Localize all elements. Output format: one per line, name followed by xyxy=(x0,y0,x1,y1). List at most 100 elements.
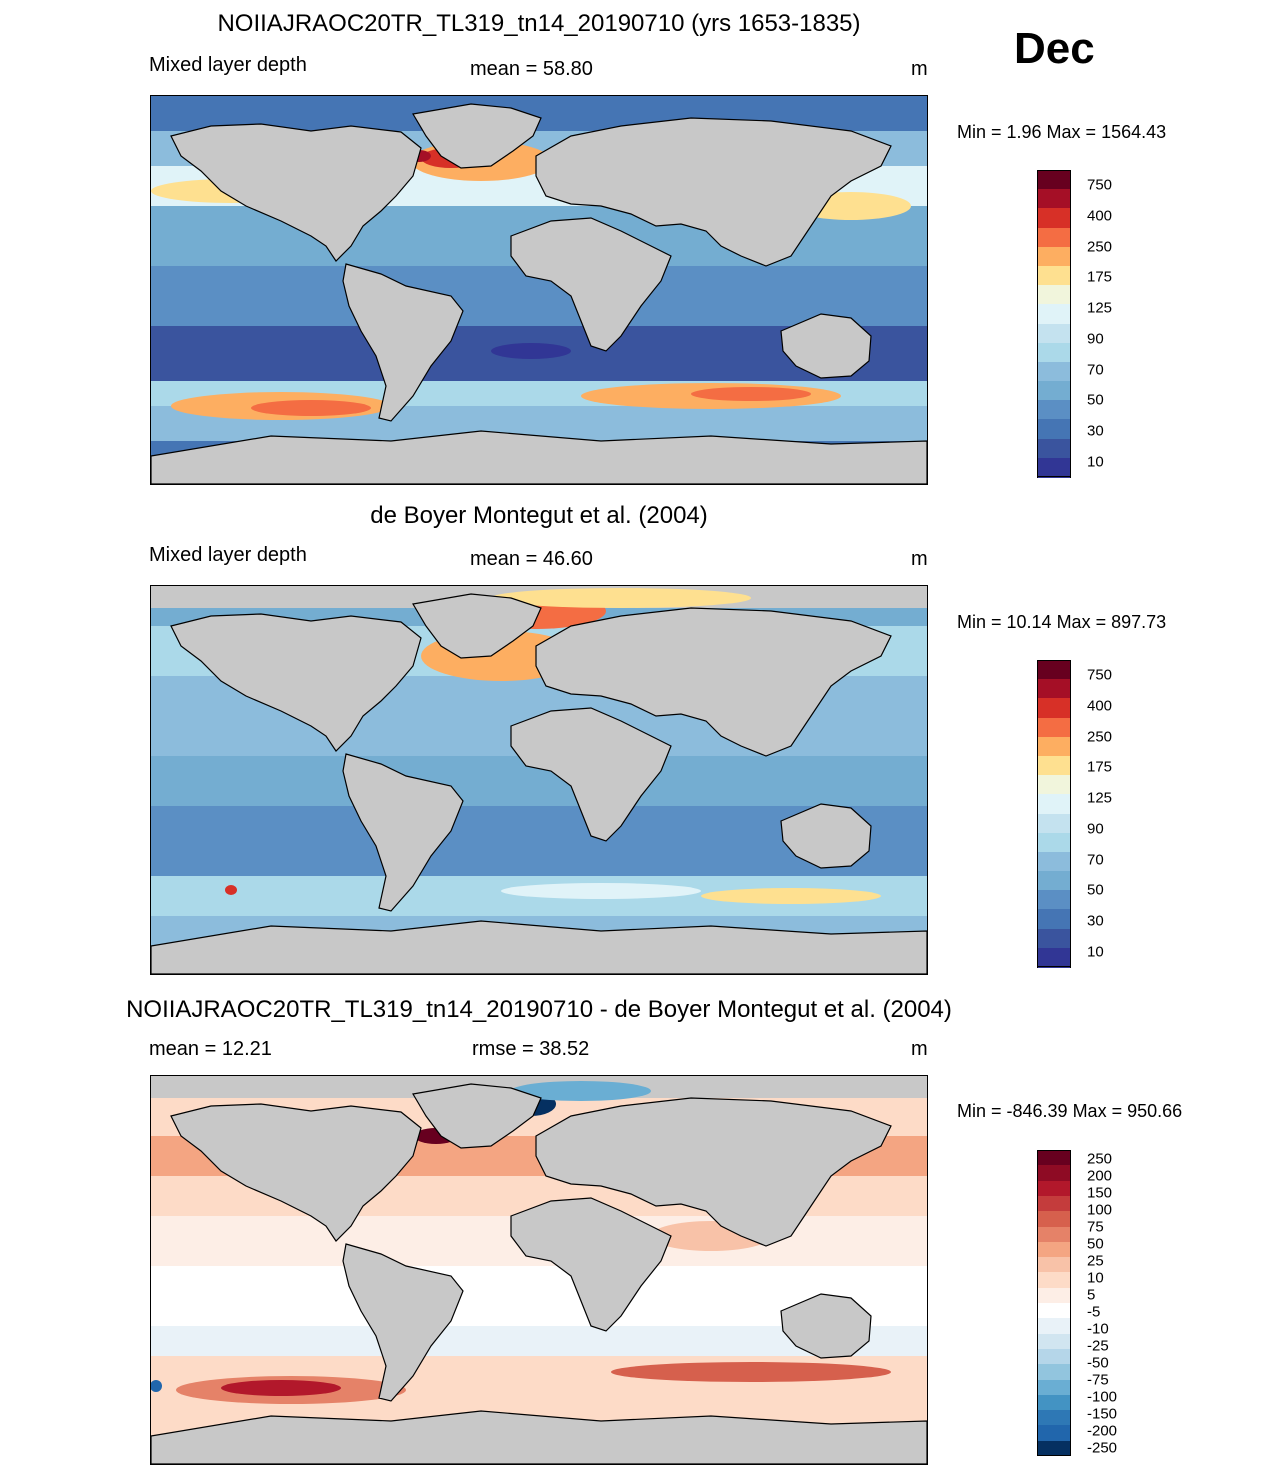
colorbar-tick-label: 90 xyxy=(1087,330,1104,348)
colorbar-swatch xyxy=(1037,928,1071,949)
colorbar-swatch xyxy=(1037,1226,1071,1243)
colorbar-tick-label: 5 xyxy=(1087,1286,1096,1303)
colorbar-tick-label: 400 xyxy=(1087,207,1113,225)
panel-3-minmax: Min = -846.39 Max = 950.66 xyxy=(957,1101,1183,1121)
colorbar-tick-label: 10 xyxy=(1087,1269,1104,1286)
panel-2-minmax: Min = 10.14 Max = 897.73 xyxy=(957,612,1167,632)
colorbar-tick-label: -100 xyxy=(1087,1388,1118,1405)
colorbar-tick-label: 250 xyxy=(1087,728,1113,746)
colorbar-tick-label: 200 xyxy=(1087,1167,1113,1184)
colorbar-swatch xyxy=(1037,246,1071,267)
colorbar-swatch xyxy=(1037,1425,1071,1442)
colorbar-tick-label: 150 xyxy=(1087,1184,1113,1201)
panel-2-left-label: Mixed layer depth xyxy=(149,544,307,566)
colorbar-swatch xyxy=(1037,1333,1071,1350)
panel-3-colorbar: 250 200 150 100 75 50 25 10 5 -5 -10 -25 -50 -75 -100-… xyxy=(1037,1150,1157,1457)
colorbar-swatch xyxy=(1037,1410,1071,1426)
panel-2-map xyxy=(150,585,928,975)
panel-1-colorbar: 750 400 250 175 125 90 70 50 30 10 xyxy=(1037,170,1157,478)
panel-3-title: NOIIAJRAOC20TR_TL319_tn14_20190710 - de … xyxy=(126,996,952,1023)
colorbar-swatch xyxy=(1037,304,1071,324)
colorbar-swatch xyxy=(1037,679,1071,699)
colorbar-tick-label: 70 xyxy=(1087,361,1104,379)
month-label: Dec xyxy=(1014,24,1095,73)
colorbar-swatch xyxy=(1037,438,1071,459)
colorbar-tick-label: 10 xyxy=(1087,453,1104,471)
colorbar-swatch xyxy=(1037,1257,1071,1273)
colorbar-swatch xyxy=(1037,909,1071,930)
colorbar-swatch xyxy=(1037,265,1071,286)
colorbar-tick-label: 750 xyxy=(1087,666,1113,684)
panel-1-map xyxy=(150,95,928,485)
colorbar-tick-label: -10 xyxy=(1087,1320,1109,1337)
colorbar-tick-label: 75 xyxy=(1087,1218,1104,1235)
colorbar-swatch xyxy=(1037,717,1071,738)
colorbar-swatch xyxy=(1037,419,1071,440)
colorbar-tick-label: 50 xyxy=(1087,391,1104,409)
colorbar-swatch xyxy=(1037,871,1071,891)
colorbar-tick-label: 30 xyxy=(1087,912,1104,930)
colorbar-swatch xyxy=(1037,660,1071,680)
colorbar-tick-label: 125 xyxy=(1087,299,1113,317)
colorbar-swatch xyxy=(1037,890,1071,910)
panel-2-units: m xyxy=(911,548,928,570)
colorbar-swatch xyxy=(1037,1394,1071,1411)
colorbar-tick-label: 25 xyxy=(1087,1252,1104,1269)
colorbar-swatch xyxy=(1037,851,1071,872)
colorbar-tick-label: -50 xyxy=(1087,1354,1109,1371)
colorbar-swatch xyxy=(1037,1318,1071,1335)
colorbar-swatch xyxy=(1037,457,1071,478)
panel-2-mean-label: mean = 46.60 xyxy=(470,548,593,570)
colorbar-swatch xyxy=(1037,1195,1071,1212)
colorbar-tick-label: -200 xyxy=(1087,1422,1118,1439)
colorbar-swatch xyxy=(1037,698,1071,719)
colorbar-swatch xyxy=(1037,400,1071,420)
panel-1-minmax: Min = 1.96 Max = 1564.43 xyxy=(957,122,1167,142)
colorbar-tick-label: 175 xyxy=(1087,268,1113,286)
colorbar-swatch xyxy=(1037,832,1071,853)
colorbar-tick-label: -150 xyxy=(1087,1405,1118,1422)
colorbar-tick-label: 10 xyxy=(1087,943,1104,961)
colorbar-swatch xyxy=(1037,947,1071,968)
panel-1-units: m xyxy=(911,58,928,80)
colorbar-tick-label: 70 xyxy=(1087,851,1104,869)
colorbar-tick-label: -75 xyxy=(1087,1371,1109,1388)
colorbar-tick-label: 175 xyxy=(1087,758,1113,776)
colorbar-tick-label: 125 xyxy=(1087,789,1113,807)
colorbar-swatch xyxy=(1037,170,1071,190)
colorbar-swatch xyxy=(1037,323,1071,344)
colorbar-tick-label: 250 xyxy=(1087,1150,1113,1167)
panel-1-left-label: Mixed layer depth xyxy=(149,54,307,76)
colorbar-tick-label: -5 xyxy=(1087,1303,1101,1320)
panel-3-map xyxy=(150,1075,928,1465)
colorbar-swatch xyxy=(1037,813,1071,834)
colorbar-swatch xyxy=(1037,755,1071,776)
colorbar-swatch xyxy=(1037,285,1071,305)
colorbar-tick-label: 100 xyxy=(1087,1201,1113,1218)
colorbar-swatch xyxy=(1037,1440,1071,1457)
colorbar-tick-label: 250 xyxy=(1087,238,1113,256)
colorbar-tick-label: 400 xyxy=(1087,697,1113,715)
colorbar-swatch xyxy=(1037,1379,1071,1396)
panel-3-units: m xyxy=(911,1038,928,1060)
colorbar-swatch xyxy=(1037,1150,1071,1166)
panel-3-rmse-label: rmse = 38.52 xyxy=(472,1038,590,1060)
colorbar-swatch xyxy=(1037,736,1071,757)
panel-1-mean-label: mean = 58.80 xyxy=(470,58,593,80)
colorbar-swatch xyxy=(1037,189,1071,209)
colorbar-swatch xyxy=(1037,1241,1071,1258)
colorbar-swatch xyxy=(1037,775,1071,795)
colorbar-tick-label: -250 xyxy=(1087,1439,1118,1456)
colorbar-tick-label: 90 xyxy=(1087,820,1104,838)
panel-1-title: NOIIAJRAOC20TR_TL319_tn14_20190710 (yrs … xyxy=(217,10,861,37)
colorbar-swatch xyxy=(1037,1211,1071,1227)
panel-3-mean-label: mean = 12.21 xyxy=(149,1038,272,1060)
colorbar-swatch xyxy=(1037,1180,1071,1197)
colorbar-swatch xyxy=(1037,1165,1071,1182)
colorbar-swatch xyxy=(1037,208,1071,229)
colorbar-swatch xyxy=(1037,227,1071,248)
colorbar-swatch xyxy=(1037,1348,1071,1365)
colorbar-tick-label: 50 xyxy=(1087,1235,1104,1252)
colorbar-swatch xyxy=(1037,361,1071,382)
colorbar-swatch xyxy=(1037,1272,1071,1289)
